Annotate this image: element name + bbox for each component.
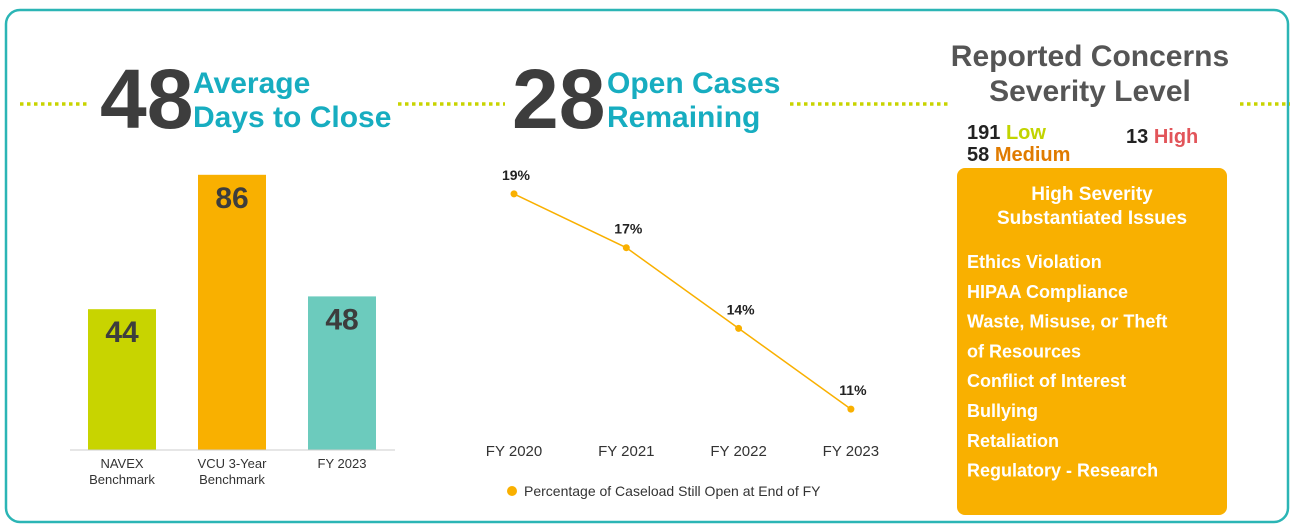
bar-value-label: 86 (215, 182, 248, 215)
severity-name: Low (1006, 122, 1046, 144)
x-tick-label: VCU 3-Year Benchmark (198, 456, 268, 487)
legend-label: Percentage of Caseload Still Open at End… (524, 483, 821, 499)
point (622, 244, 630, 252)
severity-name: High (1154, 126, 1198, 148)
line (513, 193, 852, 410)
issue-item: of Resources (967, 341, 1081, 361)
x-tick-label: NAVEX Benchmark (89, 456, 155, 487)
bar-value-label: 48 (325, 303, 358, 336)
x-tick-label: FY 2020 (486, 443, 542, 460)
point-label: 19% (502, 167, 531, 183)
severity-level: 13 High (1126, 126, 1198, 148)
issue-item: Retaliation (967, 431, 1059, 451)
x-tick-label: FY 2023 (823, 443, 879, 460)
severity-count: 13 (1126, 126, 1148, 148)
point-label: 14% (727, 301, 756, 317)
severity-count: 191 (967, 122, 1000, 144)
point-label: 11% (839, 382, 867, 398)
severity-title: Reported Concerns Severity Level (951, 40, 1229, 108)
severity-name: Medium (995, 144, 1071, 166)
legend-swatch (507, 486, 517, 496)
x-tick-label: FY 2023 (318, 456, 367, 471)
kpi-label: Average Days to Close (193, 67, 391, 134)
issue-item: Conflict of Interest (967, 371, 1126, 391)
issue-item: Waste, Misuse, or Theft (967, 312, 1167, 332)
issues-box (957, 168, 1227, 515)
kpi-label: Open Cases Remaining (607, 67, 780, 134)
severity-level: 191 Low (967, 122, 1046, 144)
bar-value-label: 44 (105, 316, 139, 349)
bar (88, 309, 156, 450)
point (735, 324, 743, 332)
x-tick-label: FY 2022 (710, 443, 766, 460)
point-label: 17% (614, 221, 643, 237)
severity-count: 58 (967, 144, 989, 166)
kpi-value: 48 (100, 52, 193, 146)
x-tick-label: FY 2021 (598, 443, 654, 460)
bar (308, 296, 376, 450)
point (847, 405, 855, 413)
bar (198, 174, 266, 451)
severity-level: 58 Medium (967, 144, 1070, 166)
point (510, 190, 518, 198)
issue-item: Bullying (967, 401, 1038, 421)
issue-item: Ethics Violation (967, 252, 1102, 272)
issues-title: High Severity Substantiated Issues (997, 184, 1187, 229)
issue-item: Regulatory - Research (967, 461, 1158, 481)
kpi-value: 28 (512, 52, 605, 146)
issue-item: HIPAA Compliance (967, 282, 1128, 302)
